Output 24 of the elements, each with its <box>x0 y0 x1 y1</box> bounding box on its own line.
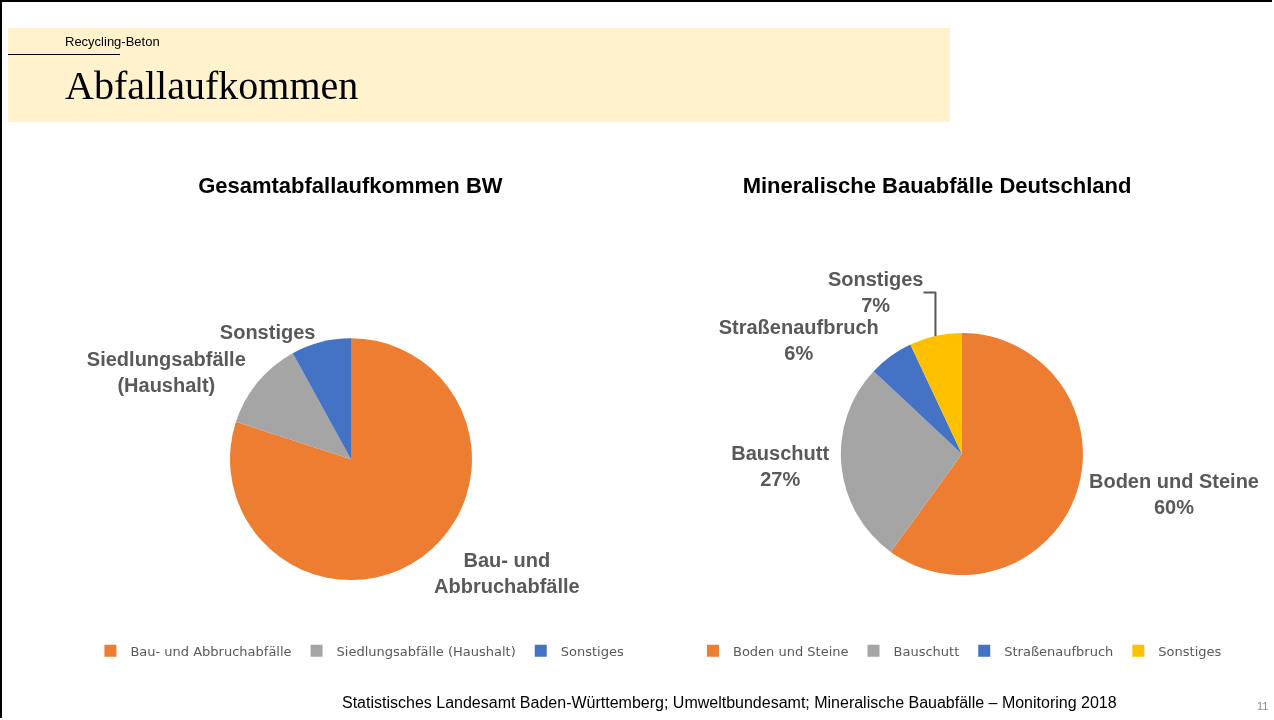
legend-label: Sonstiges <box>560 643 624 659</box>
chart-title: Mineralische Bauabfälle Deutschland <box>742 172 1132 198</box>
data-label: Straßenaufbruch 6% <box>718 316 879 365</box>
pie-slice <box>910 332 962 455</box>
legend-label: Bauschutt <box>893 643 960 659</box>
text: Statistisches Landesamt Baden-Württemberg; Umweltbundesamt; Mineralische Bauabfälle – Monitoring 2018 <box>342 694 1117 712</box>
text: Abfallaufkommen <box>65 62 359 109</box>
data-label: Sonstiges 7% <box>827 268 924 317</box>
text: Recycling-Beton <box>65 34 160 49</box>
pie-slice <box>873 344 962 455</box>
pie-slice <box>890 332 1083 576</box>
data-label: Bauschutt 27% <box>731 441 830 490</box>
legend-label: Straßenaufbruch <box>1004 643 1114 659</box>
data-label: Sonstiges <box>219 320 316 343</box>
legend-label: Bau- und Abbruchabfälle <box>130 643 292 659</box>
legend-label: Boden und Steine <box>732 643 849 659</box>
legend-label: Siedlungsabfälle (Haushalt) <box>336 643 516 659</box>
legend-label: Sonstiges <box>1158 643 1222 659</box>
data-label: Bau- und Abbruchabfälle <box>434 548 580 597</box>
data-label: Siedlungsabfälle (Haushalt) <box>86 348 246 397</box>
text: 11 <box>1257 700 1269 712</box>
pie-slice <box>840 371 962 552</box>
data-label: Boden und Steine 60% <box>1088 469 1259 518</box>
chart-title: Gesamtabfallaufkommen BW <box>198 172 503 198</box>
